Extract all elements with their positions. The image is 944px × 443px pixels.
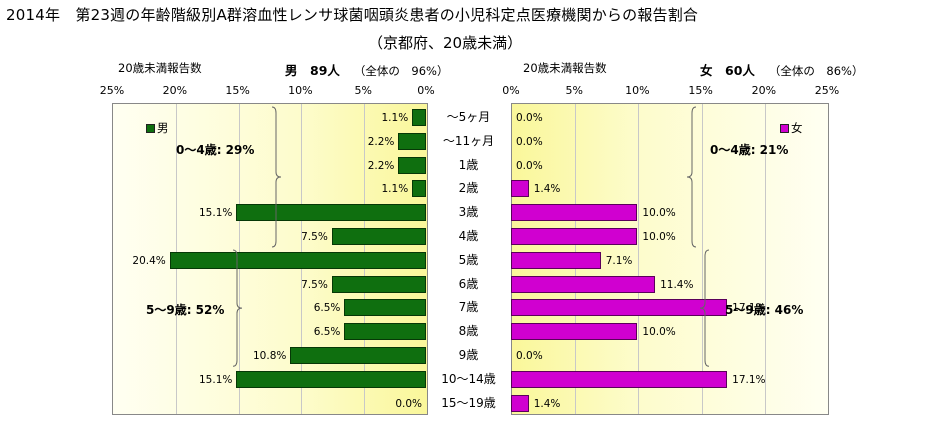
male-bar [290, 347, 426, 364]
category-label: 5歳 [458, 252, 479, 267]
category-label: 4歳 [458, 229, 479, 243]
female-bar [511, 275, 656, 293]
category-label: 10～14歳 [441, 371, 496, 386]
male-value-label: 6.5% [313, 302, 341, 315]
female-value-label: 0.0% [516, 159, 543, 172]
male-bar [344, 323, 426, 341]
male-brace-0-4 [271, 106, 282, 248]
female-value-label: 10.0% [642, 231, 676, 243]
x-tick-left: 0% [417, 84, 435, 97]
male-brace-5-9 [232, 249, 243, 367]
x-tick-left: 25% [99, 84, 125, 97]
male-value-label: 2.2% [367, 159, 395, 172]
male-legend: 男 [146, 120, 169, 136]
chart-title: 2014年 第23週の年齢階級別A群溶血性レンサ球菌咽頭炎患者の小児科定点医療機… [6, 6, 699, 24]
female-header-note: （全体の 86%） [768, 64, 864, 78]
female-bar [511, 323, 638, 341]
female-bar [511, 228, 638, 245]
female-count-label: 20歳未満報告数 [523, 61, 607, 75]
female-bar [511, 299, 728, 317]
female-gridline [764, 104, 766, 414]
category-label: 7歳 [458, 300, 479, 315]
male-value-label: 0.0% [395, 397, 422, 410]
category-label: 1歳 [458, 157, 479, 172]
female-value-label: 1.4% [533, 183, 561, 196]
x-tick-right: 5% [565, 84, 583, 97]
male-value-label: 1.1% [381, 183, 409, 196]
category-label: 8歳 [458, 324, 479, 339]
male-bar [412, 109, 426, 126]
male-value-label: 6.5% [313, 326, 341, 339]
female-value-label: 7.1% [605, 254, 633, 267]
x-tick-left: 15% [225, 84, 250, 97]
male-bar [398, 156, 426, 174]
female-gridline [701, 104, 703, 414]
male-value-label: 10.8% [253, 350, 287, 362]
chart-subtitle: （京都府、20歳未満） [368, 34, 523, 52]
female-group-label: 0～4歳: 21% [710, 142, 789, 157]
male-group-label: 5～9歳: 52% [146, 303, 225, 318]
male-count-label: 20歳未満報告数 [118, 61, 202, 75]
female-value-label: 0.0% [516, 112, 543, 124]
female-legend-label: 女 [791, 121, 803, 135]
category-label: 2歳 [458, 181, 479, 196]
female-legend-swatch [780, 123, 789, 133]
male-value-label: 7.5% [301, 231, 328, 243]
male-value-label: 20.4% [132, 254, 166, 267]
female-value-label: 17.1% [732, 373, 766, 386]
female-value-label: 10.0% [642, 207, 676, 220]
category-label: 15～19歳 [441, 395, 496, 410]
female-gridline [638, 104, 640, 414]
female-bar [511, 370, 728, 388]
female-brace-5-9 [699, 249, 710, 367]
female-bar [511, 394, 529, 412]
male-value-label: 15.1% [199, 207, 233, 220]
category-label: 6歳 [458, 276, 479, 291]
x-tick-right: 25% [814, 84, 840, 97]
male-group-label: 0～4歳: 29% [176, 142, 255, 157]
male-bar [398, 132, 426, 150]
x-tick-left: 5% [354, 84, 372, 97]
male-header: 男 89人 （全体の 96%） [285, 60, 448, 79]
female-bar [511, 251, 601, 269]
male-bar [412, 180, 426, 198]
male-bar [169, 251, 426, 269]
x-tick-right: 15% [688, 84, 713, 97]
category-label: 3歳 [458, 205, 479, 220]
female-value-label: 0.0% [516, 350, 543, 362]
female-brace-0-4 [686, 106, 697, 248]
female-value-label: 10.0% [642, 326, 676, 339]
x-tick-right: 10% [625, 84, 650, 97]
male-bar [331, 228, 426, 245]
male-header-title: 男 89人 [285, 63, 340, 78]
male-value-label: 1.1% [381, 112, 409, 124]
male-header-note: （全体の 96%） [353, 64, 449, 78]
female-group-label: 5～9歳: 46% [725, 303, 804, 318]
female-bar [511, 204, 638, 222]
male-bar [331, 275, 426, 293]
male-value-label: 15.1% [199, 373, 233, 386]
male-bar [236, 204, 426, 222]
male-legend-swatch [146, 123, 155, 133]
female-value-label: 0.0% [516, 135, 543, 148]
x-tick-left: 10% [288, 84, 313, 97]
male-bar [344, 299, 426, 317]
female-header-title: 女 60人 [700, 63, 755, 78]
female-bar [511, 180, 529, 198]
female-header: 女 60人 （全体の 86%） [700, 60, 863, 79]
category-label: ～11ヶ月 [442, 133, 495, 148]
male-bar [236, 370, 426, 388]
category-label: ～5ヶ月 [446, 110, 491, 124]
female-value-label: 1.4% [533, 397, 561, 410]
x-tick-right: 0% [502, 84, 520, 97]
female-legend: 女 [780, 120, 803, 136]
x-tick-right: 20% [751, 84, 777, 97]
male-legend-label: 男 [157, 121, 169, 135]
category-label: 9歳 [458, 348, 479, 362]
male-value-label: 2.2% [367, 135, 395, 148]
x-tick-left: 20% [162, 84, 188, 97]
female-value-label: 11.4% [660, 278, 694, 291]
male-value-label: 7.5% [301, 278, 328, 291]
female-value-label: 17.1% [732, 302, 766, 315]
